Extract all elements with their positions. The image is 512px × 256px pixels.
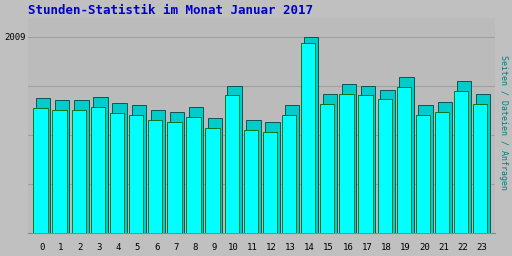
Bar xyxy=(205,128,220,233)
Bar xyxy=(361,86,375,233)
Bar xyxy=(438,102,452,233)
Bar xyxy=(418,105,433,233)
Bar xyxy=(132,105,146,233)
Bar xyxy=(416,115,430,233)
Bar xyxy=(91,107,105,233)
Bar xyxy=(323,94,337,233)
Bar xyxy=(454,91,468,233)
Bar xyxy=(476,94,490,233)
Bar xyxy=(189,107,203,233)
Bar xyxy=(377,99,392,233)
Bar xyxy=(457,81,471,233)
Bar xyxy=(265,122,280,233)
Bar xyxy=(399,77,414,233)
Bar xyxy=(151,110,165,233)
Bar xyxy=(358,95,373,233)
Bar xyxy=(304,37,318,233)
Bar xyxy=(74,100,89,233)
Bar xyxy=(208,118,222,233)
Text: Stunden-Statistik im Monat Januar 2017: Stunden-Statistik im Monat Januar 2017 xyxy=(29,4,313,17)
Bar xyxy=(244,130,258,233)
Bar xyxy=(225,95,239,233)
Bar xyxy=(301,43,315,233)
Bar xyxy=(282,115,296,233)
Bar xyxy=(342,84,356,233)
Bar xyxy=(33,108,48,233)
Text: Seiten / Dateien / Anfragen: Seiten / Dateien / Anfragen xyxy=(499,55,508,190)
Bar xyxy=(93,98,108,233)
Bar xyxy=(36,98,50,233)
Bar xyxy=(110,113,124,233)
Bar xyxy=(320,104,334,233)
Bar xyxy=(435,112,449,233)
Bar xyxy=(380,90,395,233)
Bar xyxy=(72,110,86,233)
Bar xyxy=(339,93,354,233)
Bar xyxy=(170,112,184,233)
Bar xyxy=(186,117,201,233)
Bar xyxy=(52,110,67,233)
Bar xyxy=(263,132,277,233)
Bar xyxy=(55,100,70,233)
Bar xyxy=(167,122,182,233)
Bar xyxy=(113,103,127,233)
Bar xyxy=(285,105,299,233)
Bar xyxy=(473,104,487,233)
Bar xyxy=(227,86,242,233)
Bar xyxy=(397,87,411,233)
Bar xyxy=(129,115,143,233)
Bar xyxy=(246,120,261,233)
Bar xyxy=(148,120,162,233)
